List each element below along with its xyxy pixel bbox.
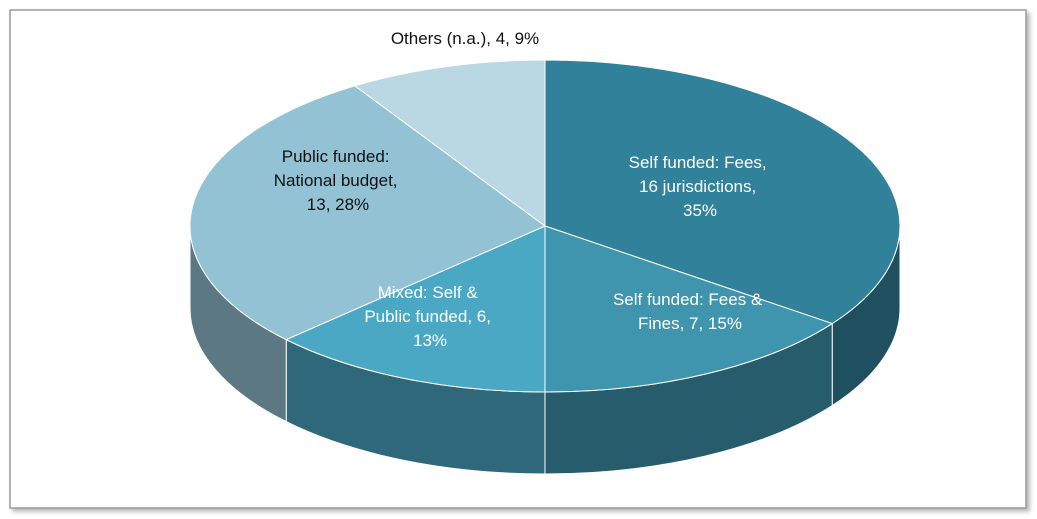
slice: [189, 85, 546, 341]
slice: [544, 59, 901, 325]
data-label: Public funded: National budget, 13, 28%: [274, 147, 403, 214]
data-label: Self funded: Fees, 16 jurisdictions, 35%: [629, 153, 772, 220]
slice: [285, 225, 546, 393]
data-labels: Self funded: Fees, 16 jurisdictions, 35%…: [274, 29, 772, 350]
pie-sides: [189, 225, 901, 475]
slice: [544, 225, 834, 393]
pie-tops: [189, 59, 901, 393]
data-label: Mixed: Self & Public funded, 6, 13%: [364, 283, 495, 350]
slice: [353, 59, 546, 227]
data-label: Self funded: Fees & Fines, 7, 15%: [613, 290, 767, 333]
data-label: Others (n.a.), 4, 9%: [391, 29, 539, 48]
